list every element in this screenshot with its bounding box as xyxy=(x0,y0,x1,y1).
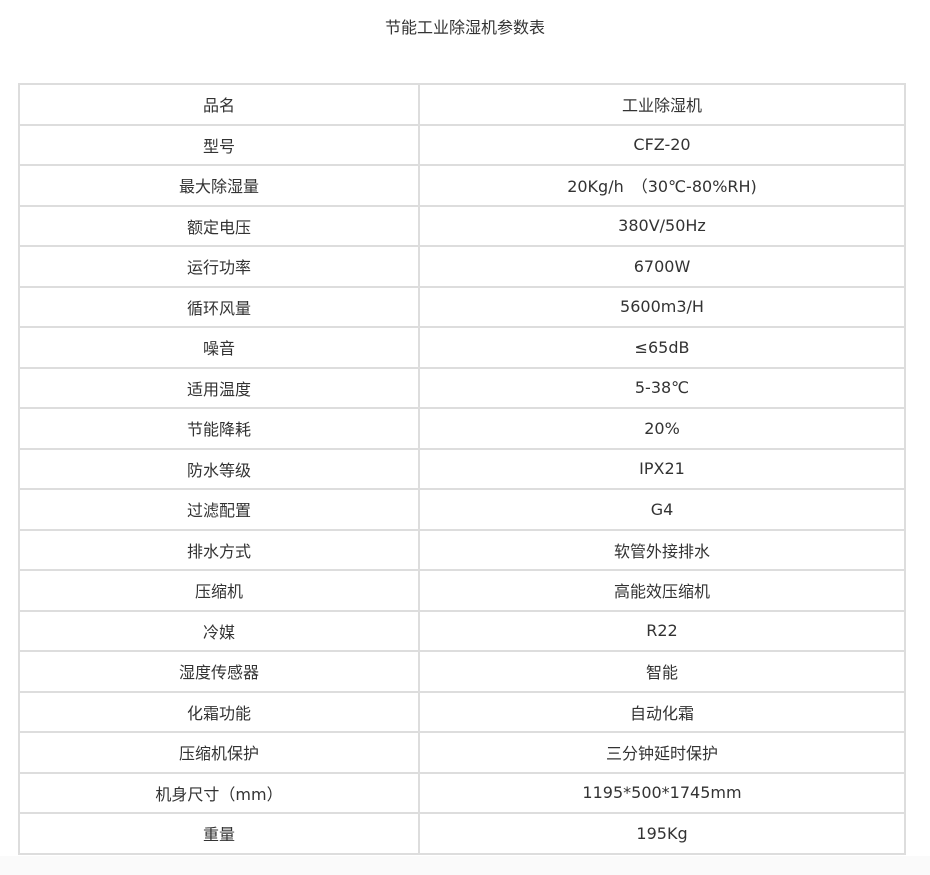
spec-label: 循环风量 xyxy=(18,285,420,328)
table-row: 循环风量 5600m3/H xyxy=(18,285,906,328)
page-footer-band xyxy=(0,856,930,875)
table-row: 重量 195Kg xyxy=(18,812,906,855)
spec-value: IPX21 xyxy=(418,447,906,490)
spec-value: 5-38℃ xyxy=(418,366,906,409)
spec-value: 自动化霜 xyxy=(418,690,906,733)
table-row: 噪音 ≤65dB xyxy=(18,326,906,369)
table-row: 节能降耗 20% xyxy=(18,407,906,450)
spec-value: 380V/50Hz xyxy=(418,204,906,247)
spec-label: 防水等级 xyxy=(18,447,420,490)
table-row: 适用温度 5-38℃ xyxy=(18,366,906,409)
table-row: 机身尺寸（mm） 1195*500*1745mm xyxy=(18,771,906,814)
spec-label: 适用温度 xyxy=(18,366,420,409)
spec-table: 品名 工业除湿机 型号 CFZ-20 最大除湿量 20Kg/h （30℃-80%RH) 额定… xyxy=(18,83,906,855)
spec-label: 最大除湿量 xyxy=(18,164,420,207)
table-row: 压缩机 高能效压缩机 xyxy=(18,569,906,612)
spec-label: 机身尺寸（mm） xyxy=(18,771,420,814)
spec-value: ≤65dB xyxy=(418,326,906,369)
table-row: 最大除湿量 20Kg/h （30℃-80%RH) xyxy=(18,164,906,207)
table-row: 湿度传感器 智能 xyxy=(18,650,906,693)
spec-label: 节能降耗 xyxy=(18,407,420,450)
spec-value: 5600m3/H xyxy=(418,285,906,328)
spec-value: 20% xyxy=(418,407,906,450)
table-row: 额定电压 380V/50Hz xyxy=(18,204,906,247)
table-row: 压缩机保护 三分钟延时保护 xyxy=(18,731,906,774)
spec-label: 型号 xyxy=(18,123,420,166)
spec-value: 工业除湿机 xyxy=(418,83,906,126)
spec-value: 20Kg/h （30℃-80%RH) xyxy=(418,164,906,207)
table-row: 品名 工业除湿机 xyxy=(18,83,906,126)
spec-value: 高能效压缩机 xyxy=(418,569,906,612)
table-row: 型号 CFZ-20 xyxy=(18,123,906,166)
spec-label: 额定电压 xyxy=(18,204,420,247)
table-row: 运行功率 6700W xyxy=(18,245,906,288)
spec-label: 湿度传感器 xyxy=(18,650,420,693)
table-row: 化霜功能 自动化霜 xyxy=(18,690,906,733)
spec-label: 运行功率 xyxy=(18,245,420,288)
table-row: 排水方式 软管外接排水 xyxy=(18,528,906,571)
spec-value: 智能 xyxy=(418,650,906,693)
spec-label: 重量 xyxy=(18,812,420,855)
spec-label: 冷媒 xyxy=(18,609,420,652)
spec-label: 压缩机 xyxy=(18,569,420,612)
table-row: 冷媒 R22 xyxy=(18,609,906,652)
spec-value: 195Kg xyxy=(418,812,906,855)
spec-label: 化霜功能 xyxy=(18,690,420,733)
spec-value: 软管外接排水 xyxy=(418,528,906,571)
spec-value: 6700W xyxy=(418,245,906,288)
spec-label: 压缩机保护 xyxy=(18,731,420,774)
table-row: 过滤配置 G4 xyxy=(18,488,906,531)
spec-value: 1195*500*1745mm xyxy=(418,771,906,814)
page-title: 节能工业除湿机参数表 xyxy=(384,18,545,37)
spec-label: 排水方式 xyxy=(18,528,420,571)
spec-label: 过滤配置 xyxy=(18,488,420,531)
spec-value: G4 xyxy=(418,488,906,531)
spec-value: 三分钟延时保护 xyxy=(418,731,906,774)
spec-value: CFZ-20 xyxy=(418,123,906,166)
spec-value: R22 xyxy=(418,609,906,652)
table-row: 防水等级 IPX21 xyxy=(18,447,906,490)
spec-label: 噪音 xyxy=(18,326,420,369)
spec-label: 品名 xyxy=(18,83,420,126)
